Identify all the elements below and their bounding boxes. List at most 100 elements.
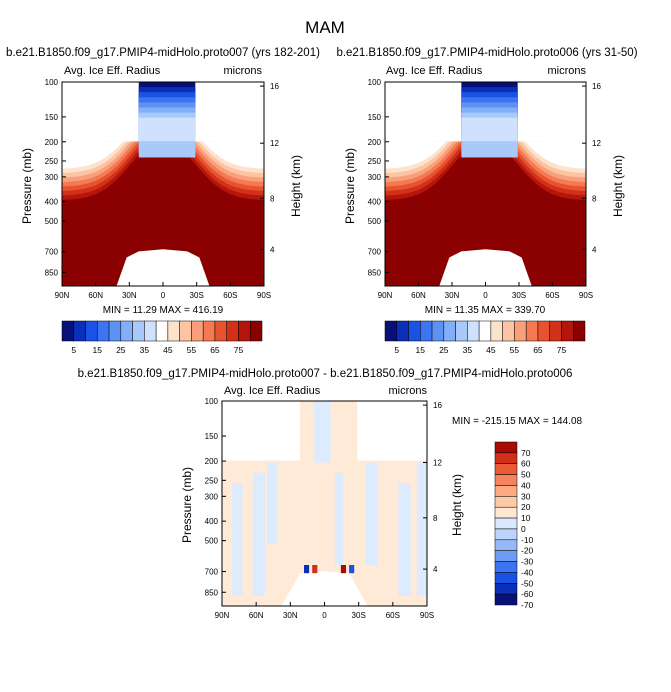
- colorbar-swatch: [494, 593, 518, 606]
- colorbar-swatch: [514, 320, 527, 342]
- y2-tick-label: 16: [592, 82, 601, 91]
- x-tick-label: 30S: [512, 291, 526, 300]
- y-tick-label: 700: [368, 248, 382, 257]
- colorbar-label: 60: [521, 459, 531, 469]
- y-tick-label: 100: [45, 78, 59, 87]
- colorbar-label: 75: [557, 345, 567, 355]
- y2-tick-label: 8: [433, 514, 438, 523]
- colorbar-label: 50: [521, 470, 531, 480]
- colorbar-swatch: [537, 320, 550, 342]
- contour-band: [252, 472, 266, 596]
- colorbar-swatch: [120, 320, 133, 342]
- y-tick-label: 200: [205, 457, 219, 466]
- y-tick-label: 700: [45, 248, 59, 257]
- colorbar-label: -10: [521, 535, 534, 545]
- colorbar-label: -70: [521, 600, 534, 610]
- colorbar-swatch: [167, 320, 180, 342]
- panel-title: b.e21.B1850.f09_g17.PMIP4-midHolo.proto0…: [78, 368, 573, 380]
- y-tick-label: 850: [205, 588, 219, 597]
- colorbar-label: 10: [521, 513, 531, 523]
- y-tick-label: 850: [368, 268, 382, 277]
- colorbar-label: 30: [521, 491, 531, 501]
- min-max-text: MIN = 11.29 MAX = 416.19: [103, 305, 224, 316]
- colorbar-swatch: [494, 583, 518, 595]
- colorbar-swatch: [494, 496, 518, 508]
- colorbar-label: 65: [533, 345, 543, 355]
- units-label: microns: [223, 65, 262, 77]
- contour-band: [314, 401, 331, 463]
- colorbar-swatch: [249, 320, 263, 342]
- y2-tick-label: 16: [270, 82, 279, 91]
- y-tick-label: 300: [368, 173, 382, 182]
- contour-band: [340, 565, 347, 574]
- heatmap-field: [62, 82, 264, 286]
- y2-tick-label: 8: [592, 194, 597, 203]
- pressure-axis-label: Pressure (mb): [343, 148, 357, 224]
- colorbar-swatch: [97, 320, 110, 342]
- missing-region: [281, 571, 368, 606]
- colorbar-label: 70: [521, 448, 531, 458]
- x-tick-label: 60N: [411, 291, 426, 300]
- colorbar-swatch: [490, 320, 503, 342]
- colorbar-swatch: [396, 320, 409, 342]
- x-tick-label: 90S: [579, 291, 593, 300]
- colorbar-swatch: [214, 320, 227, 342]
- colorbar-swatch: [179, 320, 192, 342]
- colorbar-label: 55: [510, 345, 520, 355]
- colorbar-label: 25: [439, 345, 449, 355]
- colorbar-swatch: [144, 320, 157, 342]
- colorbar-swatch: [494, 441, 518, 454]
- contour-band: [334, 472, 343, 565]
- panel-3: b.e21.B1850.f09_g17.PMIP4-midHolo.proto0…: [78, 368, 583, 620]
- x-tick-label: 60S: [386, 611, 400, 620]
- colorbar-label: -50: [521, 578, 534, 588]
- units-label: microns: [547, 65, 586, 77]
- plot-axes: 90N 60N 30N 0 30S 60S 90S 100 150 200 250 300 400 500…: [45, 78, 280, 300]
- contour-band: [398, 483, 411, 596]
- contour-band: [461, 117, 518, 142]
- colorbar-swatch: [502, 320, 515, 342]
- colorbar-swatch: [443, 320, 456, 342]
- contour-band: [62, 141, 264, 169]
- colorbar-swatch: [494, 539, 518, 551]
- missing-region: [195, 112, 220, 142]
- panel-1: b.e21.B1850.f09_g17.PMIP4-midHolo.proto0…: [6, 47, 320, 355]
- y-tick-label: 500: [45, 217, 59, 226]
- contour-band: [232, 483, 243, 596]
- x-tick-label: 90N: [215, 611, 230, 620]
- colorbar-swatch: [155, 320, 169, 342]
- colorbar-swatch: [494, 550, 518, 562]
- colorbar-swatch: [494, 517, 518, 530]
- contour-band: [349, 565, 355, 574]
- x-tick-label: 30N: [283, 611, 298, 620]
- y-tick-label: 300: [205, 492, 219, 501]
- y-tick-label: 300: [45, 173, 59, 182]
- colorbar-swatch: [85, 320, 98, 342]
- contour-band: [365, 462, 378, 565]
- colorbar-swatch: [494, 528, 518, 541]
- x-tick-label: 90N: [55, 291, 70, 300]
- heatmap-field: [222, 401, 427, 606]
- colorbar-label: 45: [486, 345, 496, 355]
- colorbar-swatch: [191, 320, 204, 342]
- colorbar-label: -60: [521, 589, 534, 599]
- y2-tick-label: 12: [433, 459, 442, 468]
- plot-axes: 90N 60N 30N 0 30S 60S 90S 100 150 200 250 300 400 500…: [368, 78, 602, 300]
- height-axis-label: Height (km): [450, 474, 464, 536]
- colorbar-label: 75: [234, 345, 244, 355]
- colorbar-label: -40: [521, 567, 534, 577]
- colorbar-label: 5: [71, 345, 76, 355]
- x-tick-label: 60N: [249, 611, 264, 620]
- x-tick-label: 30N: [122, 291, 137, 300]
- y-tick-label: 200: [45, 138, 59, 147]
- figure-title: MAM: [305, 18, 345, 37]
- x-tick-label: 90S: [420, 611, 434, 620]
- y2-tick-label: 4: [592, 245, 597, 254]
- colorbar-swatch: [73, 320, 86, 342]
- panel-title: b.e21.B1850.f09_g17.PMIP4-midHolo.proto0…: [336, 47, 637, 59]
- missing-region: [429, 112, 462, 142]
- y-tick-label: 500: [368, 217, 382, 226]
- colorbar-swatch: [384, 320, 398, 342]
- missing-region: [517, 112, 542, 142]
- colorbar-swatch: [61, 320, 75, 342]
